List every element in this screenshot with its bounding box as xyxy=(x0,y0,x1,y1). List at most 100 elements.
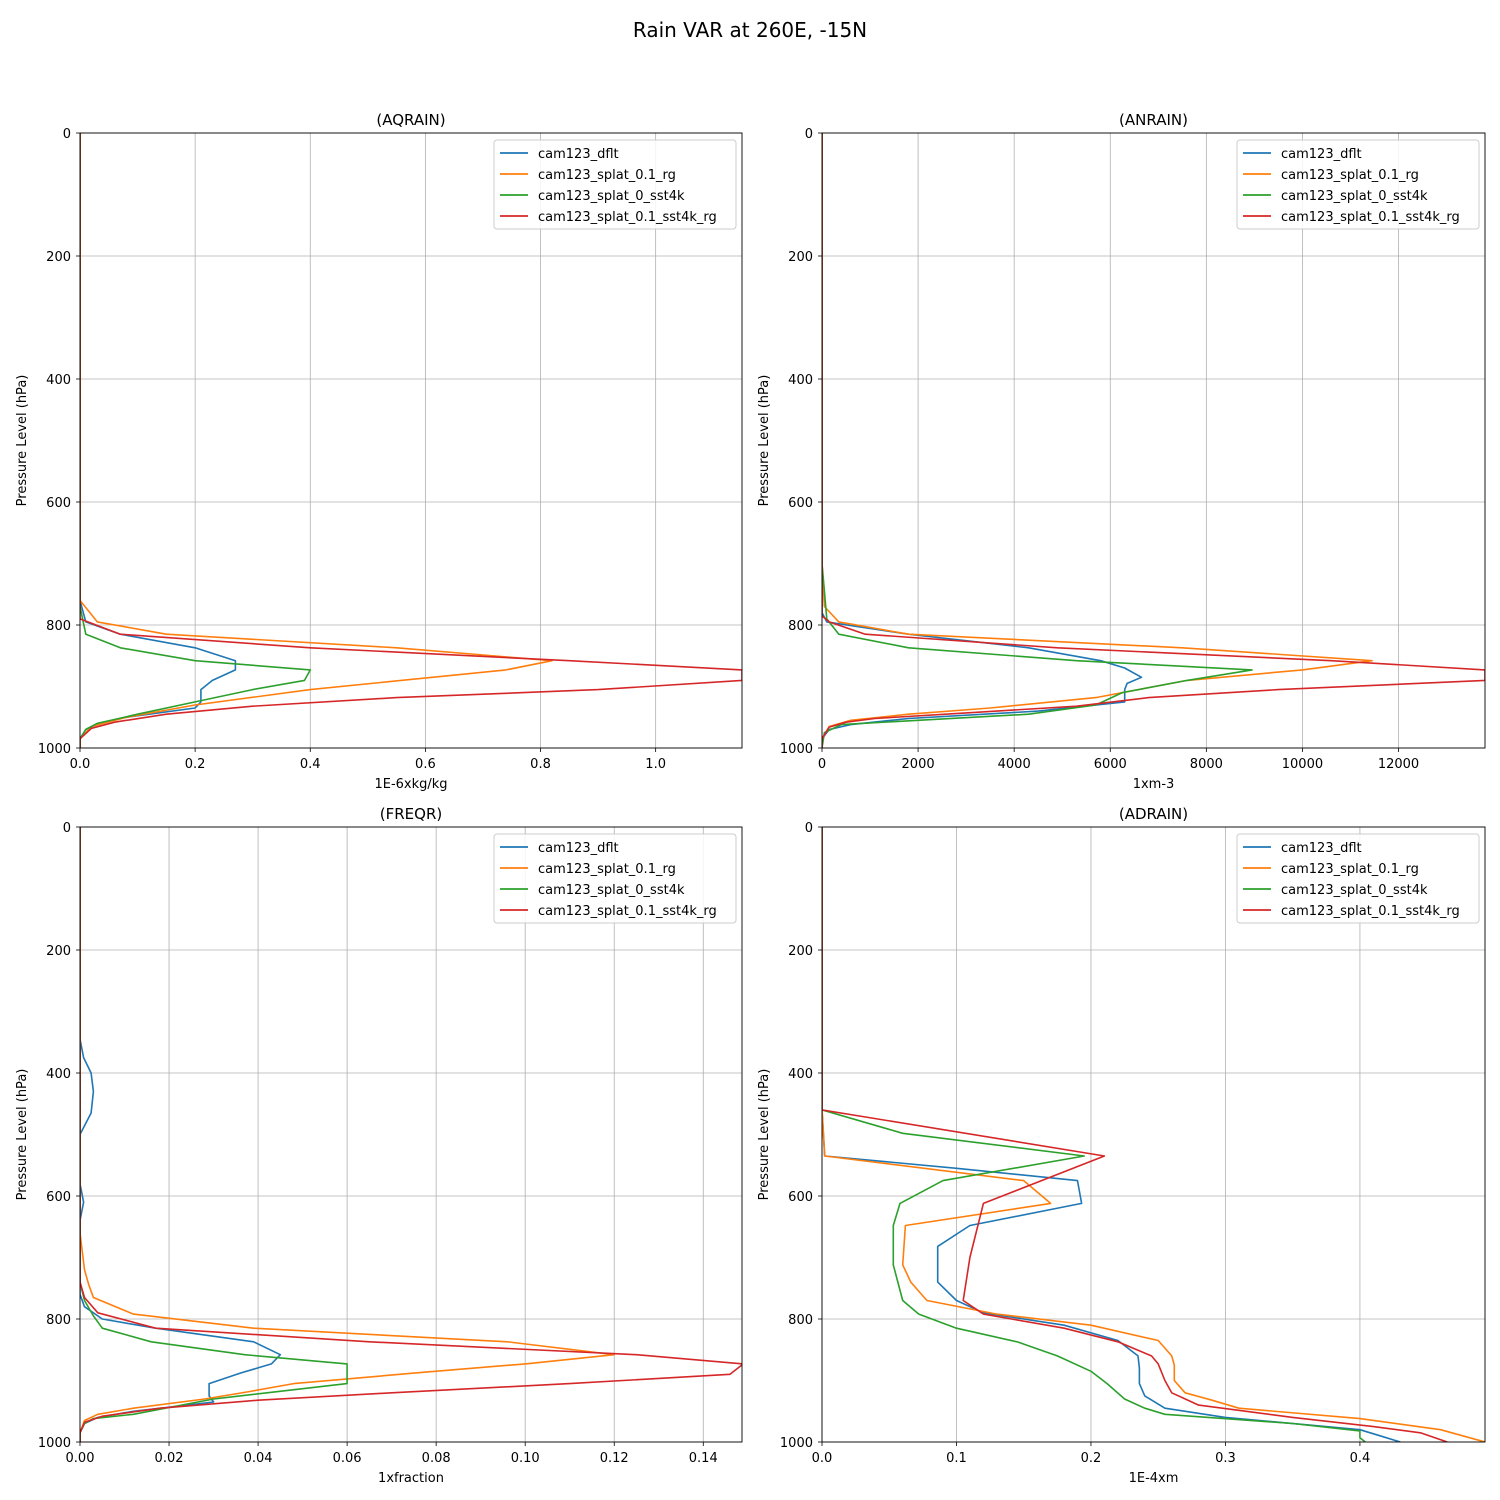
series-group xyxy=(822,827,1485,1442)
y-tick-label: 600 xyxy=(46,1190,71,1205)
series-line-cam123_splat_0.1_rg xyxy=(80,827,616,1442)
legend-box xyxy=(493,139,737,230)
series-line-cam123_dflt xyxy=(822,827,1401,1442)
legend-label: cam123_splat_0.1_sst4k_rg xyxy=(538,210,717,225)
series-line-cam123_splat_0.1_rg xyxy=(80,133,553,748)
legend-label: cam123_dflt xyxy=(538,841,619,856)
y-tick-label: 800 xyxy=(46,619,71,634)
x-axis-label: 1E-4xm xyxy=(1129,1471,1179,1486)
x-tick-label: 1.0 xyxy=(645,757,666,772)
panel-freqr: 0.00 0.02 0.04 0.06 0.08 0.10 0.12 0.14 0 200 400 6… xyxy=(15,805,743,1486)
series-line-cam123_splat_0_sst4k xyxy=(80,133,312,748)
plot-frame xyxy=(821,826,1486,1443)
panel-title: (ADRAIN) xyxy=(1119,805,1188,823)
figure-suptitle: Rain VAR at 260E, -15N xyxy=(633,18,867,42)
legend-label: cam123_splat_0.1_rg xyxy=(1281,168,1419,183)
y-tick-label: 1000 xyxy=(38,742,71,757)
x-tick-label: 0.00 xyxy=(66,1451,95,1466)
legend-label: cam123_splat_0_sst4k xyxy=(1281,189,1428,204)
y-axis-label: Pressure Level (hPa) xyxy=(757,1069,772,1201)
x-tick-label: 0.08 xyxy=(422,1451,451,1466)
x-tick-label: 12000 xyxy=(1378,757,1419,772)
y-axis-label: Pressure Level (hPa) xyxy=(757,375,772,507)
x-tick-label: 0 xyxy=(818,757,826,772)
legend: cam123_dflt cam123_splat_0.1_rg cam123_spl… xyxy=(1236,139,1480,230)
series-line-cam123_splat_0_sst4k xyxy=(822,133,1253,748)
y-tick-label: 600 xyxy=(46,496,71,511)
y-tick-label: 200 xyxy=(46,250,71,265)
legend-box xyxy=(493,833,737,924)
x-tick-label: 0.12 xyxy=(600,1451,629,1466)
x-tick-label: 0.1 xyxy=(946,1451,967,1466)
series-line-cam123_splat_0.1_sst4k_rg xyxy=(80,827,742,1442)
panel-anrain: 0 2000 4000 6000 8000 10000 12000 0 200 400 600 800… xyxy=(757,111,1486,792)
legend-label: cam123_dflt xyxy=(1281,841,1362,856)
y-tick-label: 0 xyxy=(805,821,813,836)
legend-label: cam123_splat_0.1_rg xyxy=(538,168,676,183)
x-tick-label: 0.8 xyxy=(530,757,551,772)
y-tick-label: 0 xyxy=(63,821,71,836)
panel-title: (AQRAIN) xyxy=(376,111,445,129)
y-tick-label: 0 xyxy=(63,127,71,142)
x-tick-label: 4000 xyxy=(998,757,1031,772)
plot-frame xyxy=(79,132,743,749)
plot-frame xyxy=(821,132,1486,749)
legend-box xyxy=(1236,833,1480,924)
x-tick-label: 0.4 xyxy=(300,757,321,772)
y-tick-label: 600 xyxy=(788,496,813,511)
x-tick-label: 10000 xyxy=(1282,757,1323,772)
series-line-cam123_splat_0.1_rg xyxy=(822,827,1485,1442)
panel-adrain: 0.0 0.1 0.2 0.3 0.4 0 200 400 600 800 1000 (ADRAIN)… xyxy=(757,805,1486,1486)
legend-label: cam123_splat_0.1_rg xyxy=(1281,862,1419,877)
x-tick-label: 8000 xyxy=(1190,757,1223,772)
y-tick-label: 400 xyxy=(46,373,71,388)
y-tick-label: 0 xyxy=(805,127,813,142)
y-tick-label: 600 xyxy=(788,1190,813,1205)
legend: cam123_dflt cam123_splat_0.1_rg cam123_spl… xyxy=(493,139,737,230)
y-tick-label: 400 xyxy=(788,1067,813,1082)
y-tick-label: 200 xyxy=(46,944,71,959)
y-tick-label: 800 xyxy=(788,619,813,634)
legend-label: cam123_splat_0.1_sst4k_rg xyxy=(1281,904,1460,919)
y-tick-label: 400 xyxy=(788,373,813,388)
y-tick-label: 200 xyxy=(788,944,813,959)
x-tick-label: 0.0 xyxy=(812,1451,833,1466)
x-tick-label: 0.14 xyxy=(689,1451,718,1466)
x-tick-label: 6000 xyxy=(1094,757,1127,772)
x-tick-label: 0.4 xyxy=(1350,1451,1371,1466)
series-line-cam123_splat_0.1_sst4k_rg xyxy=(80,133,742,748)
legend: cam123_dflt cam123_splat_0.1_rg cam123_spl… xyxy=(1236,833,1480,924)
series-group xyxy=(822,133,1485,748)
x-axis-label: 1E-6xkg/kg xyxy=(374,777,447,792)
y-tick-label: 1000 xyxy=(38,1436,71,1451)
panel-title: (ANRAIN) xyxy=(1119,111,1188,129)
legend-label: cam123_splat_0.1_sst4k_rg xyxy=(538,904,717,919)
x-tick-label: 2000 xyxy=(902,757,935,772)
legend-label: cam123_splat_0_sst4k xyxy=(1281,883,1428,898)
y-tick-label: 800 xyxy=(46,1313,71,1328)
y-tick-label: 800 xyxy=(788,1313,813,1328)
x-axis-label: 1xm-3 xyxy=(1133,777,1175,792)
y-tick-label: 1000 xyxy=(780,742,813,757)
legend-label: cam123_splat_0.1_rg xyxy=(538,862,676,877)
panel-title: (FREQR) xyxy=(380,805,442,823)
plot-frame xyxy=(79,826,743,1443)
series-line-cam123_splat_0.1_sst4k_rg xyxy=(822,133,1485,748)
x-tick-label: 0.2 xyxy=(185,757,206,772)
y-axis-label: Pressure Level (hPa) xyxy=(15,375,30,507)
series-line-cam123_splat_0_sst4k xyxy=(822,827,1366,1442)
series-group xyxy=(80,827,742,1442)
y-tick-label: 200 xyxy=(788,250,813,265)
x-tick-label: 0.02 xyxy=(155,1451,184,1466)
y-tick-label: 1000 xyxy=(780,1436,813,1451)
x-tick-label: 0.04 xyxy=(244,1451,273,1466)
x-axis-label: 1xfraction xyxy=(378,1471,444,1486)
x-tick-label: 0.3 xyxy=(1215,1451,1236,1466)
panel-aqrain: 0.0 0.2 0.4 0.6 0.8 1.0 0 200 400 600 800 1000 (AQRA… xyxy=(15,111,743,792)
y-tick-label: 400 xyxy=(46,1067,71,1082)
legend-label: cam123_splat_0_sst4k xyxy=(538,883,685,898)
legend: cam123_dflt cam123_splat_0.1_rg cam123_spl… xyxy=(493,833,737,924)
x-tick-label: 0.10 xyxy=(511,1451,540,1466)
